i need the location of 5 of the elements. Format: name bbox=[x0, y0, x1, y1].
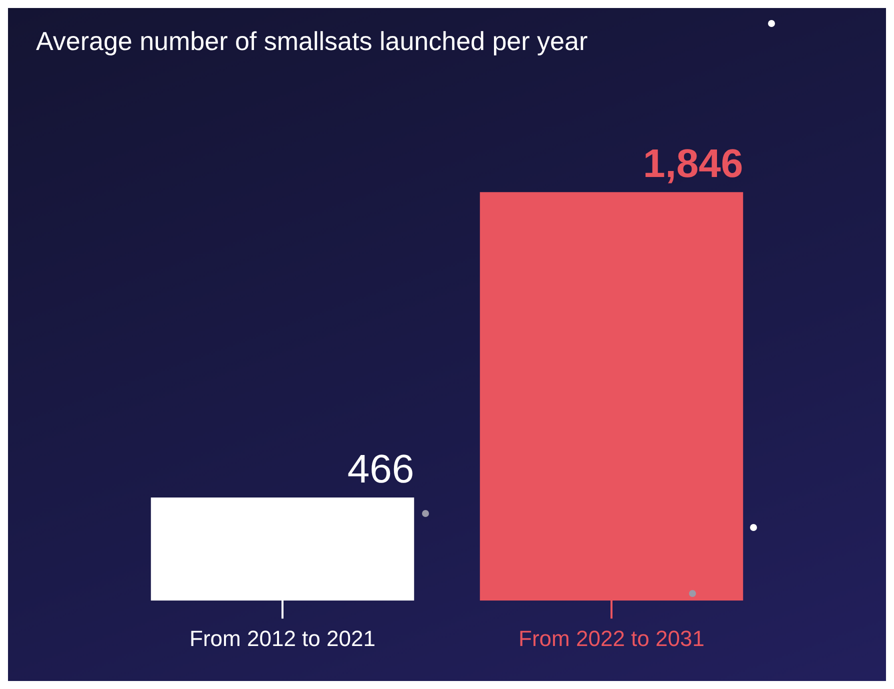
chart-title: Average number of smallsats launched per year bbox=[36, 26, 588, 57]
x-tick-label: From 2012 to 2021 bbox=[190, 626, 376, 651]
x-tick-label: From 2022 to 2031 bbox=[518, 626, 704, 651]
data-label: 466 bbox=[347, 448, 414, 492]
data-label: 1,846 bbox=[642, 142, 744, 186]
